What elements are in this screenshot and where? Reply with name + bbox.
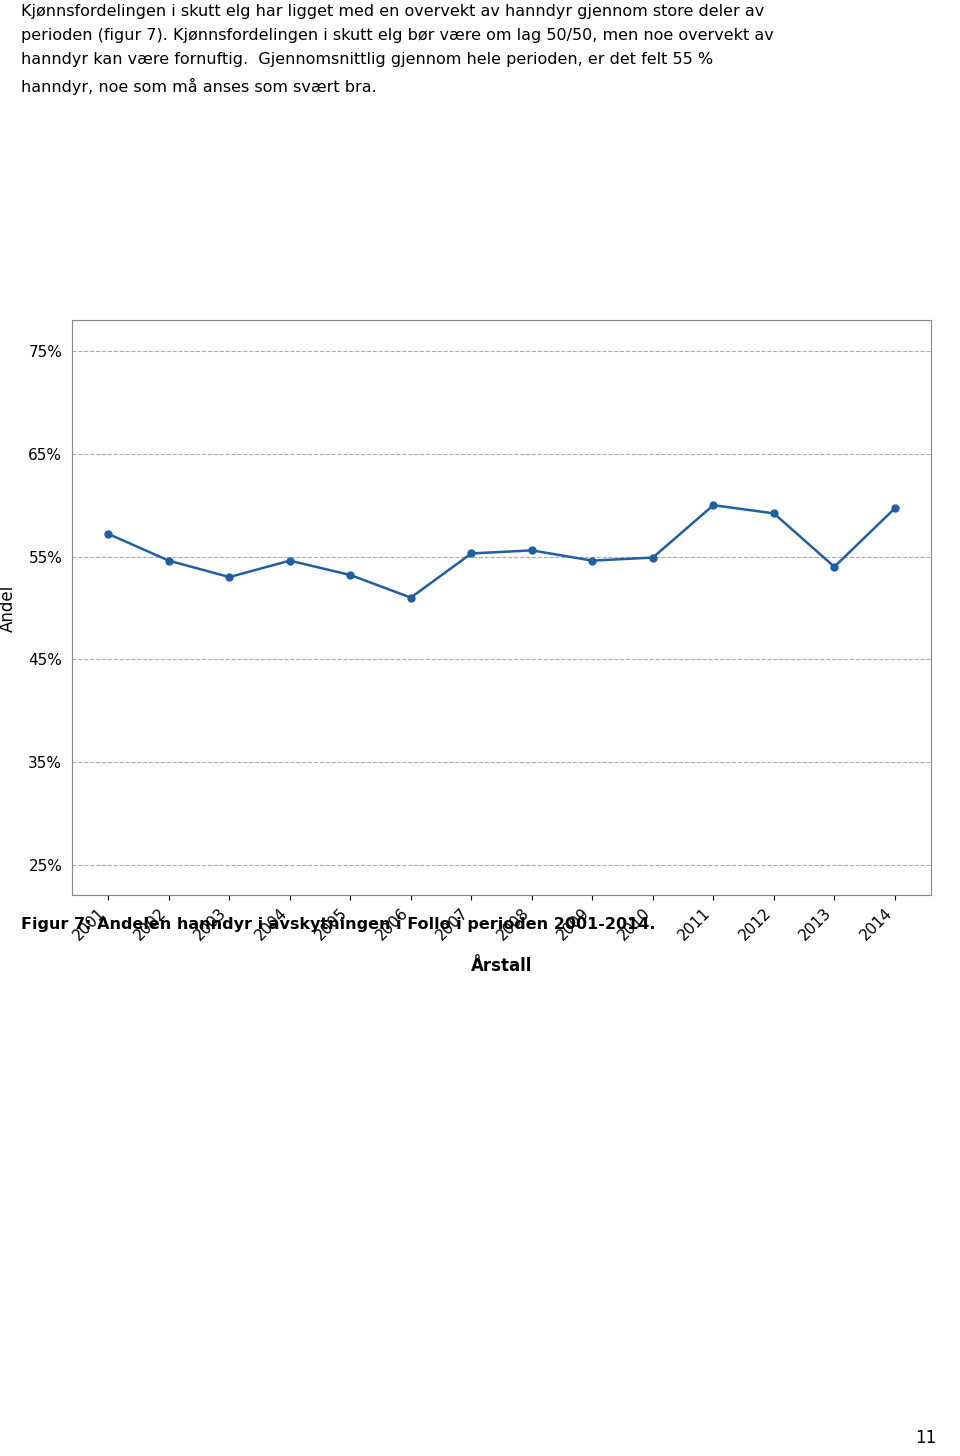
X-axis label: Årstall: Årstall [471,957,532,976]
Y-axis label: Andel: Andel [0,584,17,632]
Text: Figur 7: Andelen hanndyr i avskytningen i Follo i perioden 2001-2014.: Figur 7: Andelen hanndyr i avskytningen … [21,917,656,932]
Text: 11: 11 [915,1428,936,1447]
Text: Kjønnsfordelingen i skutt elg har ligget med en overvekt av hanndyr gjennom stor: Kjønnsfordelingen i skutt elg har ligget… [21,4,774,95]
